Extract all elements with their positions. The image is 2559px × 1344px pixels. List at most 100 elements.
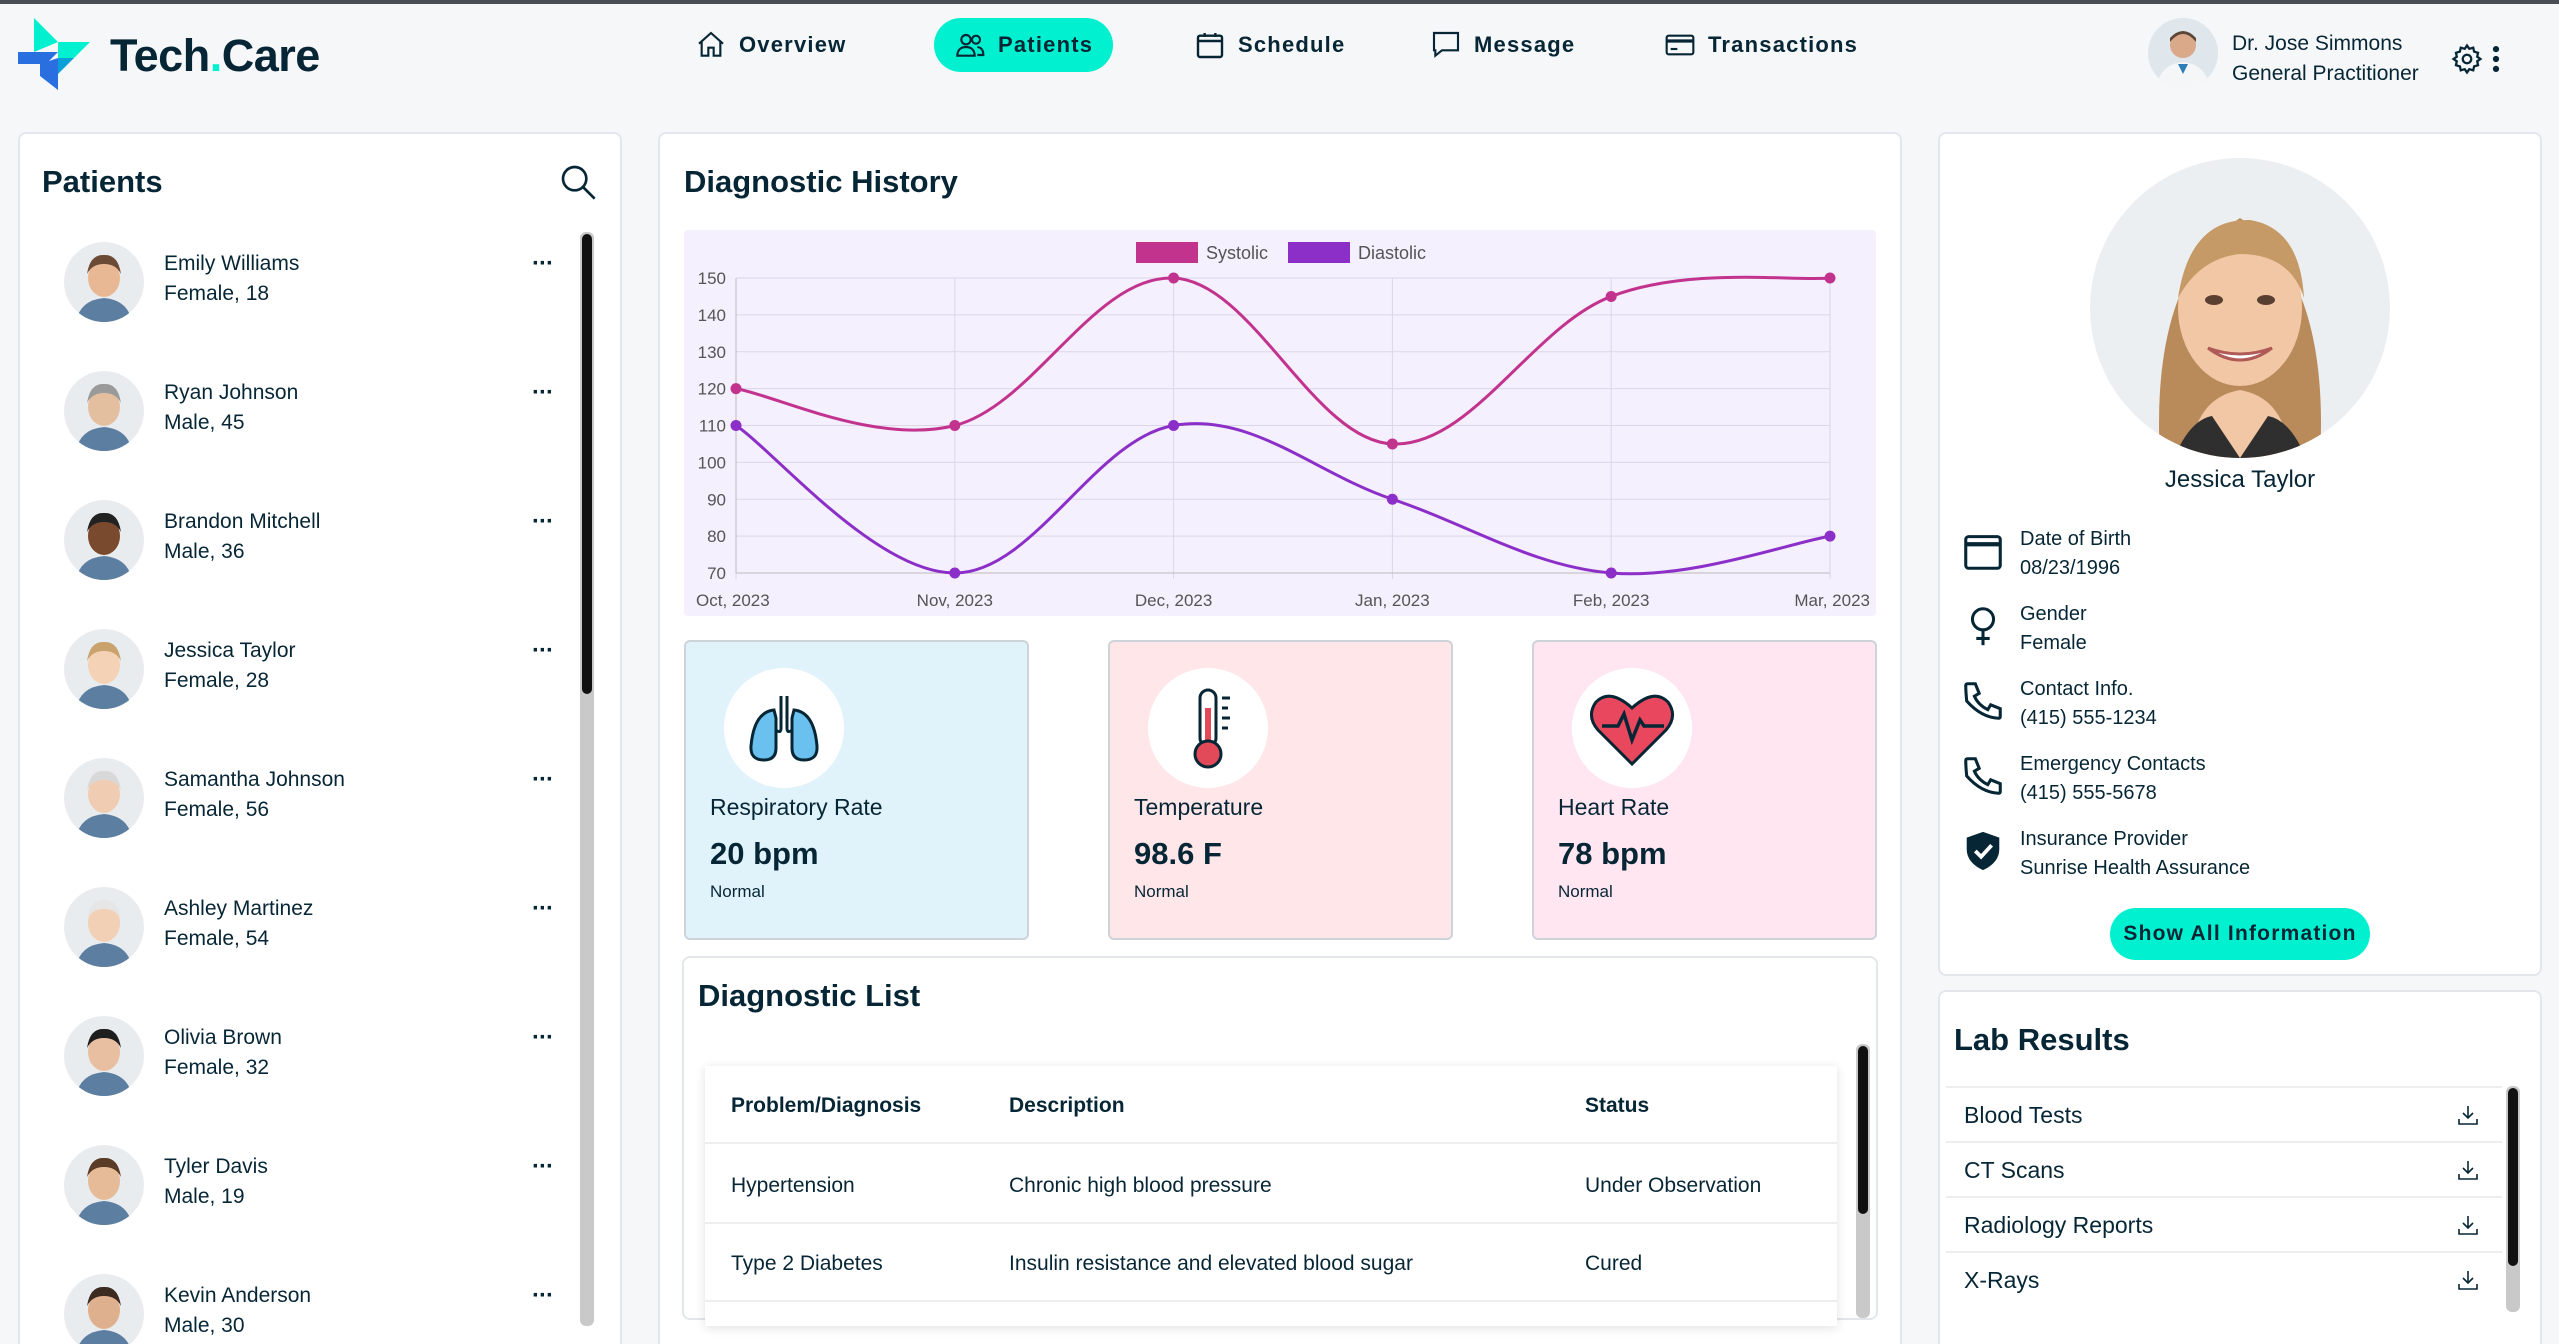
- header-status: Status: [1585, 1094, 1650, 1117]
- doctor-role: General Practitioner: [2232, 62, 2419, 85]
- patient-gender-age: Male, 30: [164, 1314, 245, 1337]
- nav-schedule[interactable]: Schedule: [1174, 18, 1365, 72]
- vital-status: Normal: [710, 882, 765, 901]
- diastolic-data-point: [949, 567, 961, 579]
- nav-overview[interactable]: Overview: [675, 18, 866, 72]
- doctor-avatar[interactable]: [2148, 18, 2218, 88]
- nav-transactions-label: Transactions: [1708, 32, 1859, 57]
- download-icon[interactable]: [2456, 1268, 2480, 1292]
- more-horizontal-icon[interactable]: ···: [532, 508, 554, 535]
- info-value: (415) 555-1234: [2020, 707, 2157, 729]
- diastolic-series-line: [735, 422, 1831, 576]
- patient-list-item[interactable]: Jessica Taylor Female, 28 ···: [42, 629, 562, 729]
- vital-status: Normal: [1558, 882, 1613, 901]
- info-date-of-birth: Date of Birth 08/23/1996: [1960, 520, 2360, 590]
- diagnostic-list-scrollbar-thumb[interactable]: [1858, 1046, 1868, 1214]
- nav-patients[interactable]: Patients: [934, 18, 1114, 72]
- patients-panel-title: Patients: [42, 164, 163, 199]
- download-icon[interactable]: [2456, 1103, 2480, 1127]
- patient-name: Emily Williams: [164, 252, 300, 275]
- patient-gender-age: Female, 56: [164, 798, 270, 821]
- info-value: Sunrise Health Assurance: [2020, 857, 2251, 879]
- patient-name: Brandon Mitchell: [164, 510, 321, 533]
- patient-list-item[interactable]: Ryan Johnson Male, 45 ···: [42, 371, 562, 471]
- lab-results-panel: [1938, 990, 2542, 1344]
- patient-avatar: [64, 371, 144, 451]
- download-icon[interactable]: [2456, 1158, 2480, 1182]
- info-label: Date of Birth: [2020, 528, 2132, 550]
- lab-result-label: CT Scans: [1964, 1157, 2065, 1183]
- lab-result-item[interactable]: Radiology Reports: [1946, 1196, 2502, 1250]
- patient-profile-photo: [2090, 158, 2390, 458]
- nav-patients-label: Patients: [998, 32, 1094, 57]
- patient-name: Kevin Anderson: [164, 1284, 312, 1307]
- info-label: Insurance Provider: [2020, 828, 2188, 850]
- patient-avatar: [64, 758, 144, 838]
- lab-result-label: Blood Tests: [1964, 1102, 2083, 1128]
- top-navigation-bar: Tech.Care Overview Patients Schedule Mes…: [0, 4, 2559, 102]
- shield-check-icon: [1966, 831, 2000, 871]
- lab-result-item[interactable]: X-Rays: [1946, 1251, 2502, 1305]
- patients-scrollbar-thumb[interactable]: [582, 234, 592, 694]
- lab-result-label: Radiology Reports: [1964, 1212, 2154, 1238]
- home-icon: [698, 31, 724, 57]
- systolic-data-point: [1168, 272, 1180, 284]
- systolic-legend-swatch: [1136, 242, 1198, 263]
- diagnostic-list-title: Diagnostic List: [698, 978, 921, 1013]
- gear-icon[interactable]: [2450, 42, 2484, 76]
- blood-pressure-chart-svg: 70 80 90 100 110 120 130 140 150 Oct, 2023 Nov, 20…: [696, 242, 1870, 610]
- vital-status: Normal: [1134, 882, 1189, 901]
- more-horizontal-icon[interactable]: ···: [532, 250, 554, 277]
- lab-results-scrollbar-thumb[interactable]: [2508, 1088, 2518, 1266]
- patient-list-item[interactable]: Kevin Anderson Male, 30 ···: [42, 1274, 562, 1344]
- patient-list-item[interactable]: Ashley Martinez Female, 54 ···: [42, 887, 562, 987]
- more-horizontal-icon[interactable]: ···: [532, 1153, 554, 1180]
- table-row[interactable]: Hypertension Chronic high blood pressure…: [705, 1146, 1837, 1224]
- heart-rate-icon: [1572, 668, 1692, 788]
- systolic-data-point: [1824, 272, 1836, 284]
- more-horizontal-icon[interactable]: ···: [532, 1024, 554, 1051]
- patient-list-item[interactable]: Emily Williams Female, 18 ···: [42, 242, 562, 342]
- patient-avatar: [64, 629, 144, 709]
- vital-card: Heart Rate 78 bpm Normal: [1532, 640, 1877, 940]
- info-emergency-contacts: Emergency Contacts (415) 555-5678: [1960, 745, 2360, 815]
- vital-value: 20 bpm: [710, 836, 819, 871]
- more-horizontal-icon[interactable]: ···: [532, 637, 554, 664]
- systolic-data-point: [1386, 438, 1398, 450]
- tech-care-logo: [18, 18, 90, 90]
- patient-list-item[interactable]: Tyler Davis Male, 19 ···: [42, 1145, 562, 1245]
- more-horizontal-icon[interactable]: ···: [532, 895, 554, 922]
- patient-avatar: [64, 500, 144, 580]
- systolic-data-point: [1605, 290, 1617, 302]
- window-top-border: [0, 0, 2559, 4]
- show-all-information-button[interactable]: Show All Information: [2110, 908, 2370, 960]
- lab-result-item[interactable]: Blood Tests: [1946, 1086, 2502, 1140]
- diastolic-legend-swatch: [1288, 242, 1350, 263]
- nav-transactions[interactable]: Transactions: [1644, 18, 1878, 72]
- patient-list-item[interactable]: Olivia Brown Female, 32 ···: [42, 1016, 562, 1116]
- download-icon[interactable]: [2456, 1213, 2480, 1237]
- chart-y-tick-label: 120: [698, 380, 726, 399]
- table-row[interactable]: Type 2 Diabetes Insulin resistance and e…: [705, 1224, 1837, 1302]
- lab-result-item[interactable]: CT Scans: [1946, 1141, 2502, 1195]
- more-vertical-icon[interactable]: [2484, 42, 2508, 76]
- patient-list-item[interactable]: Brandon Mitchell Male, 36 ···: [42, 500, 562, 600]
- patient-gender-age: Male, 36: [164, 540, 245, 563]
- calendar-icon: [1964, 535, 2002, 570]
- info-value: Female: [2020, 632, 2087, 654]
- more-horizontal-icon[interactable]: ···: [532, 1282, 554, 1309]
- nav-message[interactable]: Message: [1410, 18, 1595, 72]
- patient-avatar: [64, 242, 144, 322]
- users-icon: [956, 33, 985, 57]
- info-label: Gender: [2020, 603, 2087, 625]
- phone-icon: [1964, 682, 2002, 720]
- vital-label: Heart Rate: [1558, 794, 1670, 820]
- more-horizontal-icon[interactable]: ···: [532, 379, 554, 406]
- cell-description: Chronic high blood pressure: [1009, 1174, 1272, 1197]
- diastolic-data-point: [1824, 530, 1836, 542]
- chart-y-tick-label: 90: [707, 490, 726, 509]
- search-icon[interactable]: [558, 162, 598, 202]
- more-horizontal-icon[interactable]: ···: [532, 766, 554, 793]
- info-gender: Gender Female: [1960, 595, 2360, 665]
- patient-list-item[interactable]: Samantha Johnson Female, 56 ···: [42, 758, 562, 858]
